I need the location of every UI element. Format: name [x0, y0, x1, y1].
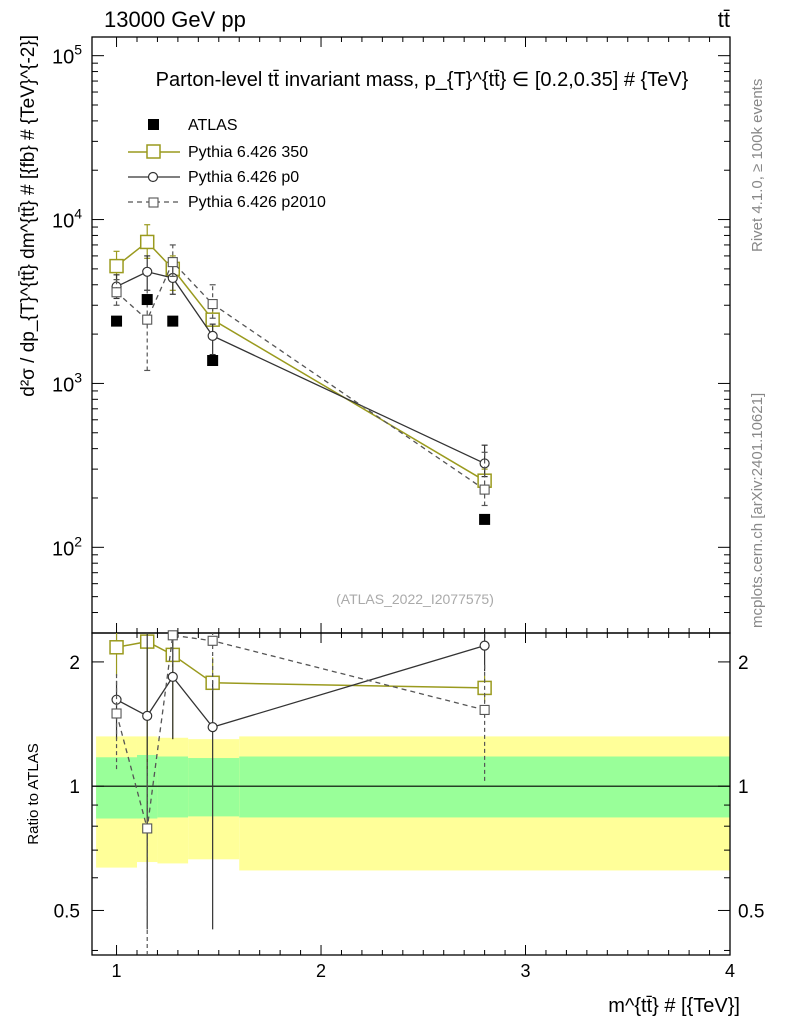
series-point: [167, 257, 178, 268]
series-point: [111, 287, 122, 298]
legend-marker-atlas: [148, 119, 159, 130]
series-line-2: [116, 260, 485, 491]
legend-label-p2010: Pythia 6.426 p2010: [188, 194, 326, 211]
y-axis-label: d²σ / dp_{T}^{tt̄} dm^{tt̄} # [{fb} # {T…: [18, 35, 39, 397]
ratio-point: [142, 710, 153, 721]
ratio-axis-label: Ratio to ATLAS: [25, 743, 42, 844]
ratio-tick-label: 2: [69, 653, 80, 674]
series-point: [142, 266, 153, 277]
atlas-point: [111, 315, 123, 327]
plot-title: Parton-level tt̄ invariant mass, p_{T}^{…: [156, 69, 689, 91]
ratio-point: [109, 640, 124, 655]
legend: ATLAS Pythia 6.426 350 Pythia 6.426 p0 P…: [128, 117, 326, 211]
band-inner-bin: [188, 758, 240, 817]
y-tick-label: 103: [52, 369, 82, 396]
series-line-1: [116, 271, 485, 465]
header-left: 13000 GeV pp: [104, 7, 246, 32]
ratio-tick-label-right: 0.5: [738, 901, 764, 922]
series-point: [109, 258, 124, 274]
analysis-watermark: (ATLAS_2022_I2077575): [336, 591, 494, 607]
x-tick-label: 4: [725, 961, 735, 981]
band-inner-bin: [157, 756, 189, 818]
axes: 1 2 3 4 102 103 104 105 0.5 0.5 1 1 2 2: [52, 37, 764, 981]
series-point: [207, 330, 218, 342]
x-tick-label: 2: [316, 961, 326, 981]
x-tick-label: 1: [112, 961, 122, 981]
series-point: [142, 314, 153, 325]
atlas-point: [167, 315, 179, 327]
y-tick-label: 102: [52, 533, 82, 560]
ratio-tick-label: 1: [69, 777, 80, 798]
ratio-point: [479, 640, 490, 651]
ratio-point: [167, 630, 178, 641]
x-axis-label: m^{tt̄} # [{TeV}]: [608, 995, 740, 1017]
ratio-point: [111, 708, 122, 719]
series-point: [479, 484, 490, 495]
y-tick-label: 104: [52, 206, 82, 233]
ratio-frame: [91, 632, 731, 956]
series-point: [207, 299, 218, 310]
ratio-tick-label-right: 1: [738, 777, 749, 798]
ratio-band: [92, 736, 730, 871]
legend-marker-p0: [147, 171, 159, 183]
series: [109, 224, 492, 955]
atlas-point: [479, 513, 491, 525]
series-point: [139, 234, 155, 250]
ratio-point: [142, 823, 153, 834]
x-tick-label: 3: [521, 961, 531, 981]
legend-label-p0: Pythia 6.426 p0: [188, 169, 299, 186]
ratio-tick-label: 0.5: [54, 901, 80, 922]
reference-data: [111, 294, 491, 525]
rivet-version-text: Rivet 4.1.0, ≥ 100k events: [749, 79, 766, 252]
ratio-point: [207, 635, 218, 646]
ratio-point: [167, 671, 178, 682]
ratio-point: [479, 704, 490, 715]
atlas-point: [141, 294, 153, 306]
y-tick-label: 105: [52, 42, 82, 69]
legend-label-atlas: ATLAS: [188, 117, 238, 134]
legend-label-350: Pythia 6.426 350: [188, 144, 308, 161]
mcplots-text: mcplots.cern.ch [arXiv:2401.10621]: [749, 393, 766, 628]
header-right: tt̄: [718, 7, 730, 32]
atlas-point: [207, 355, 219, 367]
ratio-point: [207, 722, 218, 733]
ratio-tick-label-right: 2: [738, 653, 749, 674]
legend-marker-350: [146, 144, 161, 159]
legend-marker-p2010: [148, 197, 159, 208]
